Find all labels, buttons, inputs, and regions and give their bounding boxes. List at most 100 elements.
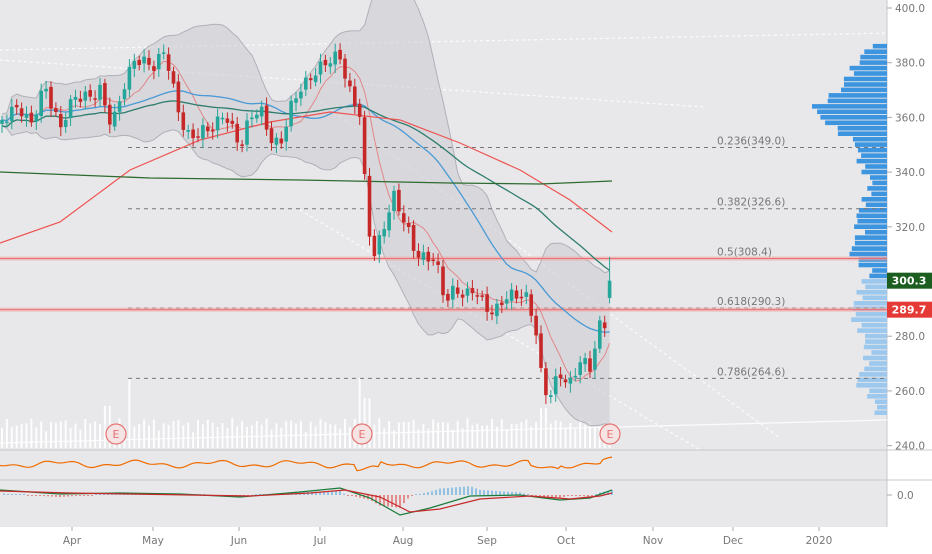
sma-200 [0,171,613,185]
macd-histogram-bar [487,490,489,495]
volume-bar [157,430,160,448]
candle-body [485,294,489,312]
macd-histogram-bar [79,495,81,496]
time-tick-label: Nov [643,535,664,547]
candle-body [171,71,176,84]
volume-bar [491,419,493,448]
volume-bar [442,422,444,448]
volume-bar [368,398,371,448]
candle-body [308,78,313,81]
candle-body [343,58,347,79]
time-axis: Apr May Jun Jul Aug Sep Oct Nov Dec 2020 [63,527,832,547]
macd-histogram-bar [3,493,5,495]
volume-profile-bar [867,186,887,191]
macd-line [0,487,613,516]
earnings-marker [599,423,621,445]
volume-profile-bar [825,120,887,126]
candle-body [196,136,200,138]
price-tick-label: 360.0 [895,112,925,124]
candle-body [549,395,553,397]
volume-profile-bar [869,361,887,366]
macd-histogram-bar [103,494,105,495]
fib-label: 0.618(290.3) [717,296,785,308]
volume-profile-bar [872,43,887,49]
volume-bar [407,422,410,448]
volume-profile-bar [851,317,887,322]
macd-histogram-bar [607,490,609,495]
macd-histogram-bar [555,495,557,498]
macd-histogram-bar [319,491,321,495]
candle-body [500,302,504,306]
price-label-box [887,301,932,318]
volume-profile-bar [865,202,887,208]
candle-body [201,125,205,139]
macd-histogram-bar [599,492,601,495]
candle-body [117,101,122,112]
macd-histogram-bar [363,495,365,499]
time-tick-label: 2020 [806,535,833,547]
macd-histogram-bar [27,495,29,496]
candle-body [529,294,533,316]
volume-profile-bar [869,388,887,394]
candle-body [294,98,298,103]
time-tick-label: Apr [63,535,82,547]
candle-body [274,137,279,145]
volume-bar [329,424,332,448]
candle-body [460,294,465,298]
macd-histogram-bar [391,495,393,507]
volume-bar [466,418,469,448]
trend-line [0,59,706,108]
earnings-marker [351,423,373,445]
volume-profile-bar [854,240,887,246]
macd-histogram-bar [67,495,69,497]
macd-histogram-bar [375,495,377,504]
volume-bar [206,419,209,448]
volume-bar [192,432,195,448]
volume-bar [417,429,420,448]
volume-bar [1,428,3,448]
candle-body [367,175,372,237]
volume-profile-bar [856,383,887,388]
macd-histogram-bar [483,490,485,495]
macd-histogram-bar [591,495,593,496]
price-labels: 300.3 289.7 [887,272,932,318]
volume-profile-bar [861,197,887,202]
volume-profile-bar [864,49,887,54]
macd-histogram-bar [55,495,57,497]
macd-histogram-bar [11,494,13,495]
candle-body [568,377,573,384]
volume-bar [510,424,513,448]
candle-body [387,212,391,231]
macd-histogram-bar [323,491,325,495]
candle-body [176,81,181,113]
macd-histogram-bar [467,486,469,495]
volume-bar [500,419,503,448]
volume-profile-bar [812,104,887,109]
volume-bar [250,425,253,448]
macd-histogram-bar [351,495,353,496]
fibonacci-levels: 0.236(349.0) 0.382(326.6) 0.5(308.4) 0.618(… [0,135,887,379]
candle-body [29,112,34,123]
macd-histogram-bar [347,495,349,496]
volume-profile-bar [872,180,887,186]
candle-body [245,120,249,145]
macd-histogram-bar [459,487,461,495]
candle-body [206,126,210,132]
candle-body [39,90,43,117]
candle-body [152,66,156,71]
volume-bar [589,421,591,448]
macd-histogram-bar [571,495,573,496]
macd-histogram-bar [395,495,397,508]
candle-body [5,121,9,124]
volume-bar [241,420,244,448]
volume-profile-bar [860,54,887,60]
time-tick-label: Aug [393,535,414,547]
macd-histogram-bar [407,495,409,499]
macd-histogram-bar [315,491,317,495]
volume-bar [535,422,538,448]
macd-histogram-bar [435,489,437,495]
macd-histogram-bar [39,495,41,496]
volume-bar [593,425,596,448]
